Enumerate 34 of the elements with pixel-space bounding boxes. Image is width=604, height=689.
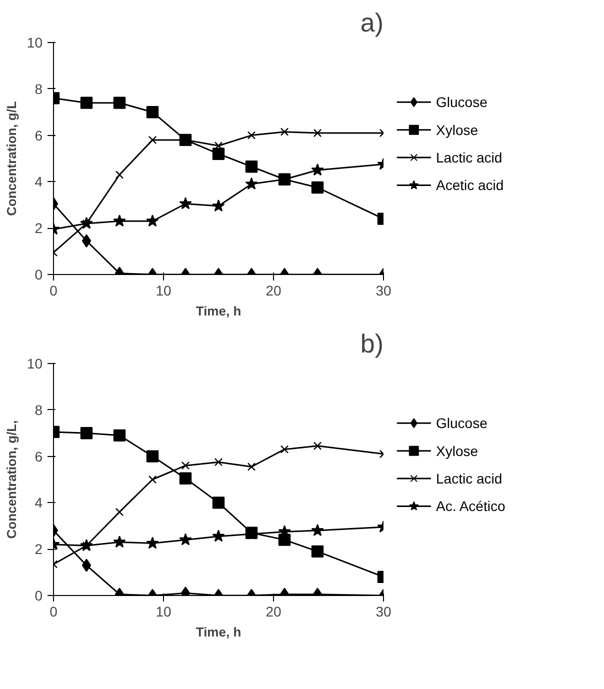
- x-tick-label: 10: [156, 604, 172, 620]
- y-tick-label: 6: [34, 127, 43, 144]
- y-tick-label: 8: [34, 80, 43, 97]
- y-tick-label: 4: [34, 174, 43, 190]
- y-tick-label: 2: [34, 220, 43, 236]
- legend-label: Acetic acid: [436, 177, 504, 194]
- y-axis-title: Concentration, g/L,: [4, 420, 19, 539]
- legend-label: Lactic acid: [436, 150, 502, 166]
- legend-label: Xylose: [436, 122, 478, 138]
- x-tick-label: 0: [50, 282, 58, 298]
- legend-label: Ac. Acético: [436, 498, 506, 514]
- legend-label: Glucose: [436, 415, 488, 432]
- legend-label: Glucose: [436, 94, 488, 110]
- y-tick-label: 8: [34, 402, 43, 418]
- chart-title: a): [360, 8, 384, 38]
- y-tick-label: 10: [26, 356, 43, 372]
- x-axis-title: Time, h: [196, 624, 242, 640]
- x-tick-label: 20: [266, 282, 282, 298]
- y-tick-label: 2: [34, 541, 43, 558]
- chart-title: b): [360, 328, 384, 358]
- x-tick-label: 30: [376, 604, 392, 620]
- x-tick-label: 10: [156, 282, 172, 298]
- y-tick-label: 0: [34, 266, 43, 282]
- y-tick-label: 4: [34, 494, 43, 511]
- x-tick-label: 30: [376, 282, 392, 298]
- y-tick-label: 10: [26, 34, 43, 50]
- x-tick-label: 0: [50, 604, 58, 620]
- legend-label: Xylose: [436, 442, 478, 459]
- legend-label: Lactic acid: [436, 470, 502, 487]
- x-tick-label: 20: [266, 604, 282, 620]
- y-tick-label: 6: [34, 448, 43, 464]
- y-tick-label: 0: [34, 588, 43, 604]
- x-axis-title: Time, h: [196, 304, 242, 318]
- y-axis-title: Concentration, g/L: [4, 101, 19, 216]
